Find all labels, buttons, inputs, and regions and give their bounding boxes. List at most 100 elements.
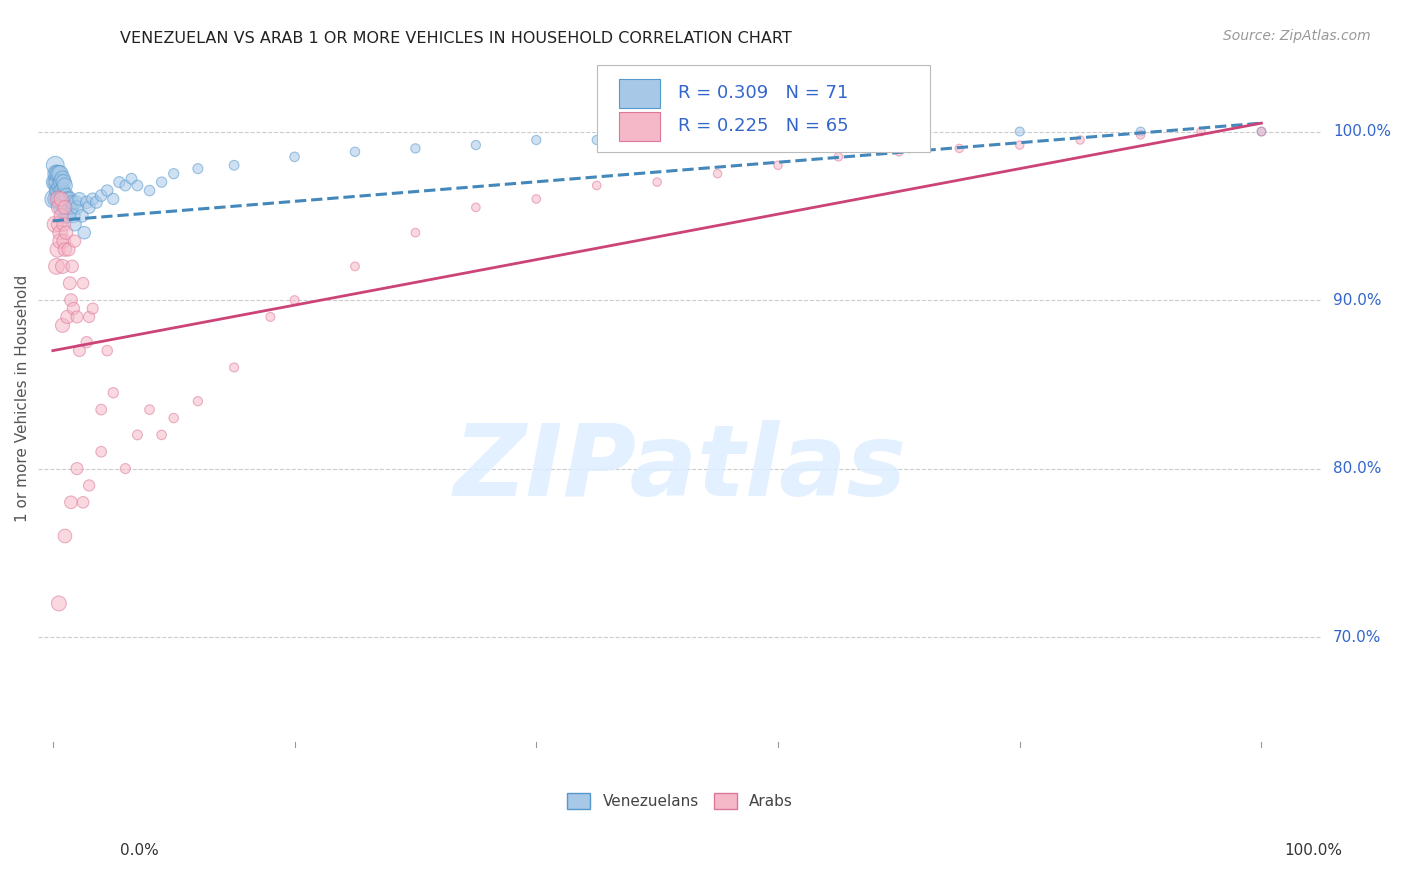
Text: ZIPatlas: ZIPatlas bbox=[454, 420, 907, 516]
Point bbox=[46, 243, 69, 257]
Point bbox=[51, 192, 73, 206]
Point bbox=[645, 175, 668, 189]
Point bbox=[284, 293, 307, 307]
Point bbox=[56, 209, 79, 223]
Point bbox=[706, 167, 728, 181]
Point bbox=[96, 343, 118, 358]
Point bbox=[90, 402, 112, 417]
Point bbox=[51, 195, 73, 210]
Point bbox=[49, 226, 72, 240]
Point bbox=[58, 243, 80, 257]
Point bbox=[343, 260, 366, 274]
Point bbox=[44, 217, 66, 231]
Point bbox=[645, 128, 668, 142]
Point bbox=[114, 461, 136, 475]
Point bbox=[59, 201, 82, 215]
Point bbox=[1250, 124, 1272, 138]
Point bbox=[60, 260, 83, 274]
Point bbox=[49, 234, 72, 248]
Point bbox=[60, 195, 83, 210]
Point bbox=[53, 529, 76, 543]
Point bbox=[51, 260, 73, 274]
Point bbox=[103, 385, 125, 400]
Text: 80.0%: 80.0% bbox=[1333, 461, 1381, 476]
Point bbox=[1189, 124, 1212, 138]
Point bbox=[82, 192, 104, 206]
Text: Source: ZipAtlas.com: Source: ZipAtlas.com bbox=[1223, 29, 1371, 43]
Point bbox=[90, 444, 112, 458]
Point bbox=[887, 124, 910, 138]
Point bbox=[67, 192, 90, 206]
Point bbox=[585, 178, 607, 193]
Point bbox=[46, 192, 69, 206]
Point bbox=[66, 201, 89, 215]
Point bbox=[66, 310, 89, 324]
Point bbox=[108, 175, 131, 189]
Point bbox=[56, 310, 79, 324]
Point bbox=[48, 167, 70, 181]
Point bbox=[77, 478, 100, 492]
Point bbox=[163, 167, 186, 181]
Point bbox=[44, 158, 66, 172]
Point bbox=[55, 188, 77, 202]
Point bbox=[63, 234, 86, 248]
Y-axis label: 1 or more Vehicles in Household: 1 or more Vehicles in Household bbox=[15, 275, 30, 523]
Point bbox=[51, 175, 73, 189]
Point bbox=[76, 195, 98, 210]
Point bbox=[1129, 128, 1152, 142]
Point bbox=[70, 209, 93, 223]
Point bbox=[120, 171, 142, 186]
Point bbox=[46, 167, 69, 181]
Point bbox=[343, 145, 366, 159]
Point bbox=[103, 192, 125, 206]
Point bbox=[114, 178, 136, 193]
Point bbox=[45, 260, 67, 274]
Point bbox=[53, 178, 76, 193]
Point bbox=[82, 301, 104, 316]
Point bbox=[96, 184, 118, 198]
Text: 90.0%: 90.0% bbox=[1333, 293, 1382, 308]
Point bbox=[224, 360, 246, 375]
Point bbox=[1250, 124, 1272, 138]
Point bbox=[59, 277, 82, 291]
Point bbox=[150, 428, 173, 442]
Point bbox=[52, 175, 75, 189]
Point bbox=[49, 167, 72, 181]
Point bbox=[53, 243, 76, 257]
Point bbox=[62, 209, 84, 223]
Point bbox=[53, 192, 76, 206]
Point bbox=[404, 226, 426, 240]
Point bbox=[56, 192, 79, 206]
Point bbox=[46, 175, 69, 189]
Point bbox=[1069, 133, 1091, 147]
Text: 100.0%: 100.0% bbox=[1333, 124, 1391, 139]
Point bbox=[67, 343, 90, 358]
Point bbox=[464, 138, 486, 153]
Point bbox=[51, 201, 73, 215]
Point bbox=[163, 411, 186, 425]
Point bbox=[706, 128, 728, 142]
Point bbox=[55, 226, 77, 240]
Point bbox=[58, 201, 80, 215]
Point bbox=[66, 461, 89, 475]
Point bbox=[76, 335, 98, 350]
FancyBboxPatch shape bbox=[619, 79, 659, 109]
Point bbox=[49, 192, 72, 206]
Point bbox=[59, 192, 82, 206]
Point bbox=[59, 293, 82, 307]
Point bbox=[138, 402, 160, 417]
Point bbox=[52, 234, 75, 248]
Point bbox=[53, 201, 76, 215]
Point bbox=[52, 217, 75, 231]
Point bbox=[464, 201, 486, 215]
Point bbox=[887, 145, 910, 159]
Point bbox=[77, 310, 100, 324]
Point bbox=[77, 201, 100, 215]
Point bbox=[224, 158, 246, 172]
Point bbox=[45, 175, 67, 189]
Point bbox=[585, 133, 607, 147]
Point bbox=[948, 141, 970, 155]
Point bbox=[284, 150, 307, 164]
Point bbox=[150, 175, 173, 189]
Point bbox=[62, 301, 84, 316]
